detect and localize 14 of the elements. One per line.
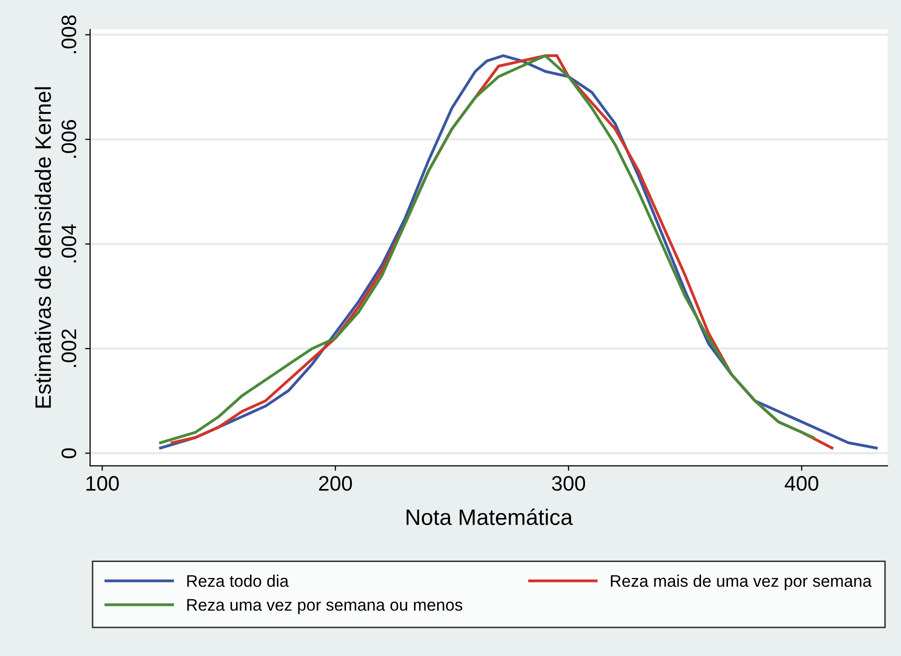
- x-axis-title: Nota Matemática: [406, 508, 573, 526]
- y-tick-label: 0: [62, 448, 76, 458]
- x-tick-label: 100: [86, 476, 119, 491]
- legend-label: Reza mais de uma vez por semana: [610, 574, 872, 590]
- y-axis-title: Estimativas de densidade Kernel: [34, 87, 52, 408]
- y-tick-label: .006: [62, 120, 76, 158]
- x-tick-label: 400: [784, 476, 818, 491]
- y-tick-label: .008: [62, 15, 76, 54]
- x-tick-label: 300: [552, 476, 586, 491]
- legend-label: Reza todo dia: [187, 574, 289, 587]
- y-tick-label: .002: [62, 329, 76, 367]
- x-tick-label: 200: [319, 476, 352, 491]
- legend-label: Reza uma vez por semana ou menos: [187, 599, 462, 614]
- y-tick-label: .004: [62, 224, 76, 262]
